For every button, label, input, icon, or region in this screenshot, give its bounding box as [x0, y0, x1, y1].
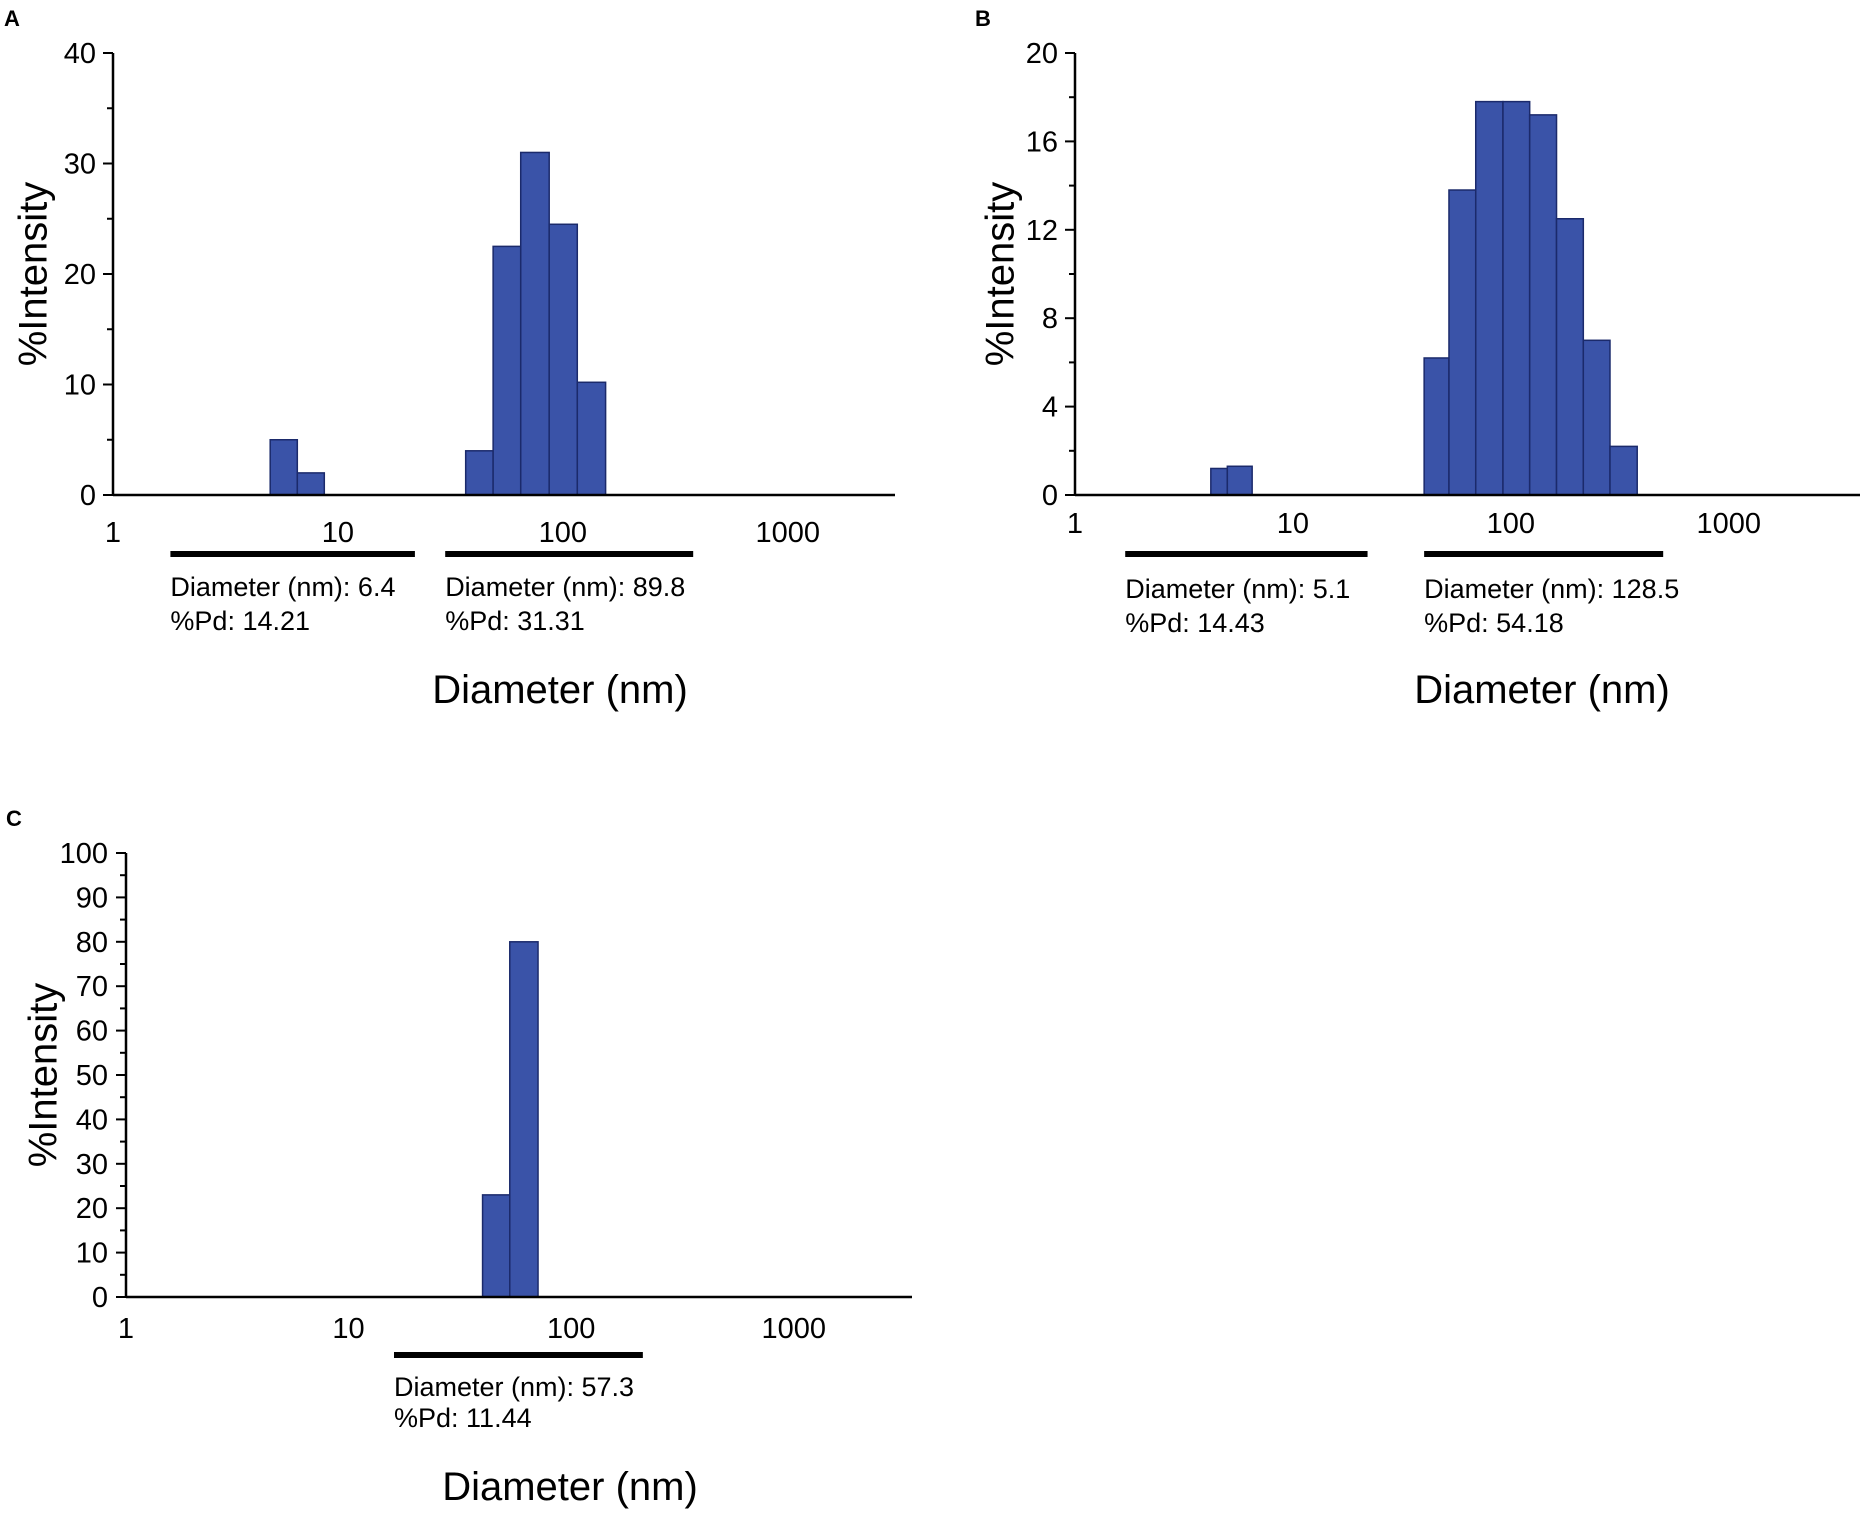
x-tick-label: 10	[332, 1313, 364, 1345]
y-tick-label: 12	[1026, 215, 1058, 247]
x-tick-label: 100	[547, 1313, 595, 1345]
chart-panel-b: B 0 4 8 12 16 20 1 10 100 1000 %Intensity Diameter (…	[975, 6, 1860, 712]
x-tick-label: 100	[1487, 508, 1535, 540]
y-tick-label: 60	[76, 1016, 108, 1048]
chart-panel-a: A 0 10 20 30 40 1 10 100 1000 %Intensity Diameter (…	[4, 6, 895, 712]
y-tick-label: 10	[76, 1238, 108, 1270]
y-tick-label: 20	[76, 1193, 108, 1225]
y-axis-label: %Intensity	[979, 182, 1023, 367]
histogram-bar	[1528, 114, 1558, 496]
x-tick-label: 10	[1277, 508, 1309, 540]
histogram-bar	[269, 439, 299, 496]
y-tick-label: 0	[1042, 480, 1058, 512]
y-tick-label: 20	[64, 259, 96, 291]
x-tick-label: 1000	[1697, 508, 1762, 540]
y-tick-label: 40	[64, 38, 96, 70]
panel-label: A	[4, 6, 20, 31]
histogram-bar	[1210, 467, 1229, 496]
histogram-bar	[1555, 218, 1585, 496]
histogram-bar	[492, 245, 522, 496]
histogram-bar	[519, 151, 550, 496]
y-tick-label: 20	[1026, 38, 1058, 70]
y-tick-label: 0	[80, 480, 96, 512]
x-axis-label: Diameter (nm)	[1414, 668, 1670, 712]
peak-diameter-label: Diameter (nm): 6.4	[170, 572, 395, 602]
histogram-bar	[464, 450, 494, 496]
y-tick-label: 100	[60, 838, 108, 870]
y-tick-label: 4	[1042, 392, 1058, 424]
x-axis-label: Diameter (nm)	[442, 1465, 698, 1509]
y-tick-label: 90	[76, 882, 108, 914]
y-tick-label: 30	[64, 149, 96, 181]
y-tick-label: 50	[76, 1060, 108, 1092]
x-axis-label: Diameter (nm)	[432, 668, 688, 712]
y-tick-label: 0	[92, 1282, 108, 1314]
x-tick-label: 1000	[761, 1313, 826, 1345]
x-tick-label: 10	[322, 517, 354, 549]
histogram-bar	[1609, 445, 1638, 496]
x-tick-label: 1	[1067, 508, 1083, 540]
histogram-bar	[296, 472, 326, 496]
y-tick-label: 30	[76, 1149, 108, 1181]
peak-diameter-label: Diameter (nm): 57.3	[394, 1372, 634, 1402]
y-tick-label: 16	[1026, 126, 1058, 158]
peak-diameter-label: Diameter (nm): 5.1	[1125, 574, 1350, 604]
peak-pd-label: %Pd: 14.21	[170, 606, 310, 636]
y-axis-label: %Intensity	[12, 182, 56, 367]
histogram-bar	[481, 1194, 511, 1298]
histogram-bar	[509, 941, 539, 1298]
x-tick-label: 1	[118, 1313, 134, 1345]
x-tick-label: 1000	[755, 517, 820, 549]
histogram-bar	[1448, 189, 1477, 496]
y-tick-label: 40	[76, 1104, 108, 1136]
peak-pd-label: %Pd: 14.43	[1125, 608, 1265, 638]
histogram-bar	[576, 381, 607, 496]
histogram-bar	[1582, 339, 1611, 496]
y-tick-label: 10	[64, 370, 96, 402]
y-tick-label: 70	[76, 971, 108, 1003]
peak-pd-label: %Pd: 11.44	[394, 1403, 532, 1433]
histogram-bar	[1474, 100, 1504, 496]
y-tick-label: 80	[76, 927, 108, 959]
peak-pd-label: %Pd: 54.18	[1424, 608, 1564, 638]
panel-label: C	[6, 806, 22, 831]
histogram-bar	[1423, 357, 1450, 496]
peak-diameter-label: Diameter (nm): 89.8	[445, 572, 685, 602]
histogram-bar	[1226, 465, 1253, 496]
y-tick-label: 8	[1042, 303, 1058, 335]
histogram-bar	[548, 223, 579, 496]
y-axis-label: %Intensity	[22, 983, 66, 1168]
panel-label: B	[975, 6, 991, 31]
histogram-bar	[1502, 100, 1531, 496]
peak-pd-label: %Pd: 31.31	[445, 606, 585, 636]
peak-diameter-label: Diameter (nm): 128.5	[1424, 574, 1679, 604]
x-tick-label: 100	[539, 517, 587, 549]
x-tick-label: 1	[105, 517, 121, 549]
